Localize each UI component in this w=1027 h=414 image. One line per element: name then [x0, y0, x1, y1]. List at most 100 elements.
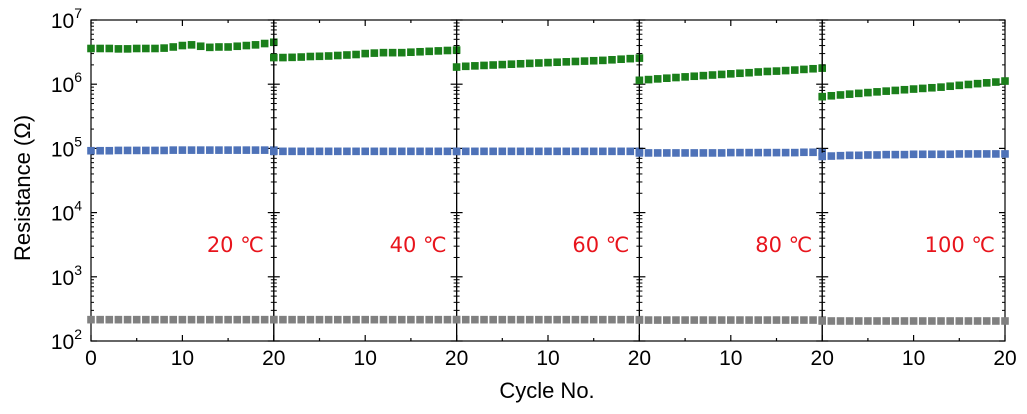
data-point — [169, 43, 178, 51]
data-point — [178, 146, 187, 154]
data-point — [123, 315, 132, 324]
data-point — [279, 147, 287, 156]
data-point — [151, 146, 159, 155]
data-point — [407, 315, 415, 324]
data-point — [626, 147, 635, 156]
x-tick-label: 10 — [354, 347, 377, 370]
data-point — [288, 53, 296, 62]
data-point — [215, 315, 223, 324]
data-point — [142, 315, 150, 324]
data-point — [242, 315, 251, 324]
x-tick-label: 10 — [536, 347, 559, 370]
data-point — [964, 150, 973, 158]
data-point — [379, 315, 388, 324]
data-point — [827, 91, 836, 100]
data-point — [105, 146, 114, 155]
data-point — [864, 151, 872, 159]
data-point — [699, 149, 708, 157]
data-point — [452, 63, 461, 71]
data-point — [827, 317, 836, 325]
data-point — [580, 147, 589, 156]
data-point — [388, 48, 397, 57]
data-point — [836, 151, 845, 160]
data-point — [754, 68, 763, 76]
data-point — [87, 146, 95, 155]
data-point — [471, 315, 479, 324]
data-point — [617, 55, 625, 64]
data-point — [909, 317, 918, 325]
data-point — [882, 87, 890, 95]
data-point — [955, 317, 964, 325]
data-point — [663, 149, 671, 157]
panel-2: 40 ℃ — [270, 19, 461, 342]
data-point — [672, 149, 680, 157]
data-point — [251, 315, 260, 324]
data-point — [87, 44, 95, 53]
data-point — [580, 315, 589, 324]
data-point — [233, 315, 242, 324]
panel-1: 20 ℃ — [87, 19, 278, 342]
data-point — [973, 150, 982, 158]
data-point — [215, 146, 223, 154]
data-point — [681, 149, 689, 157]
data-point — [516, 59, 525, 68]
data-point — [781, 316, 790, 324]
data-point — [324, 52, 333, 60]
data-point — [471, 147, 479, 156]
data-point — [416, 315, 424, 324]
data-point — [772, 148, 781, 157]
data-point — [845, 317, 854, 325]
data-point — [937, 317, 945, 325]
data-point — [882, 150, 890, 159]
data-point — [525, 315, 534, 324]
x-tick-label: 10 — [719, 347, 742, 370]
data-point — [434, 47, 443, 55]
data-point — [653, 316, 662, 324]
data-point — [599, 56, 607, 65]
data-point — [845, 90, 854, 98]
data-point — [717, 149, 726, 157]
data-point — [928, 150, 936, 159]
data-point — [187, 146, 196, 154]
data-point — [708, 149, 717, 157]
data-point — [809, 316, 817, 324]
data-point — [178, 315, 187, 324]
data-point — [461, 62, 470, 71]
data-point — [982, 317, 991, 325]
data-point — [918, 150, 927, 159]
data-point — [279, 53, 287, 62]
data-point — [544, 315, 552, 324]
x-tick-label: 20 — [628, 347, 651, 370]
data-point — [416, 147, 424, 156]
data-point — [681, 73, 689, 81]
data-point — [864, 88, 872, 97]
data-point — [973, 79, 982, 88]
data-point — [315, 52, 324, 61]
data-point — [727, 148, 735, 157]
data-point — [928, 317, 936, 325]
data-point — [663, 74, 671, 83]
data-point — [105, 315, 114, 324]
data-point — [169, 146, 178, 154]
data-point — [946, 150, 954, 159]
data-point — [617, 147, 625, 156]
data-point — [306, 52, 315, 61]
data-point — [727, 316, 735, 324]
data-point — [608, 147, 616, 156]
data-point — [270, 53, 278, 62]
data-point — [233, 146, 242, 154]
data-point — [644, 149, 653, 157]
data-point — [132, 44, 141, 53]
data-point — [708, 71, 717, 79]
data-point — [800, 148, 808, 157]
data-point — [471, 62, 479, 70]
data-point — [306, 315, 315, 324]
y-tick-label: 105 — [51, 133, 82, 161]
data-point — [206, 315, 214, 324]
data-point — [452, 315, 461, 324]
data-point — [160, 44, 168, 52]
data-point — [708, 316, 717, 324]
data-point — [644, 75, 653, 84]
data-point — [260, 39, 269, 48]
